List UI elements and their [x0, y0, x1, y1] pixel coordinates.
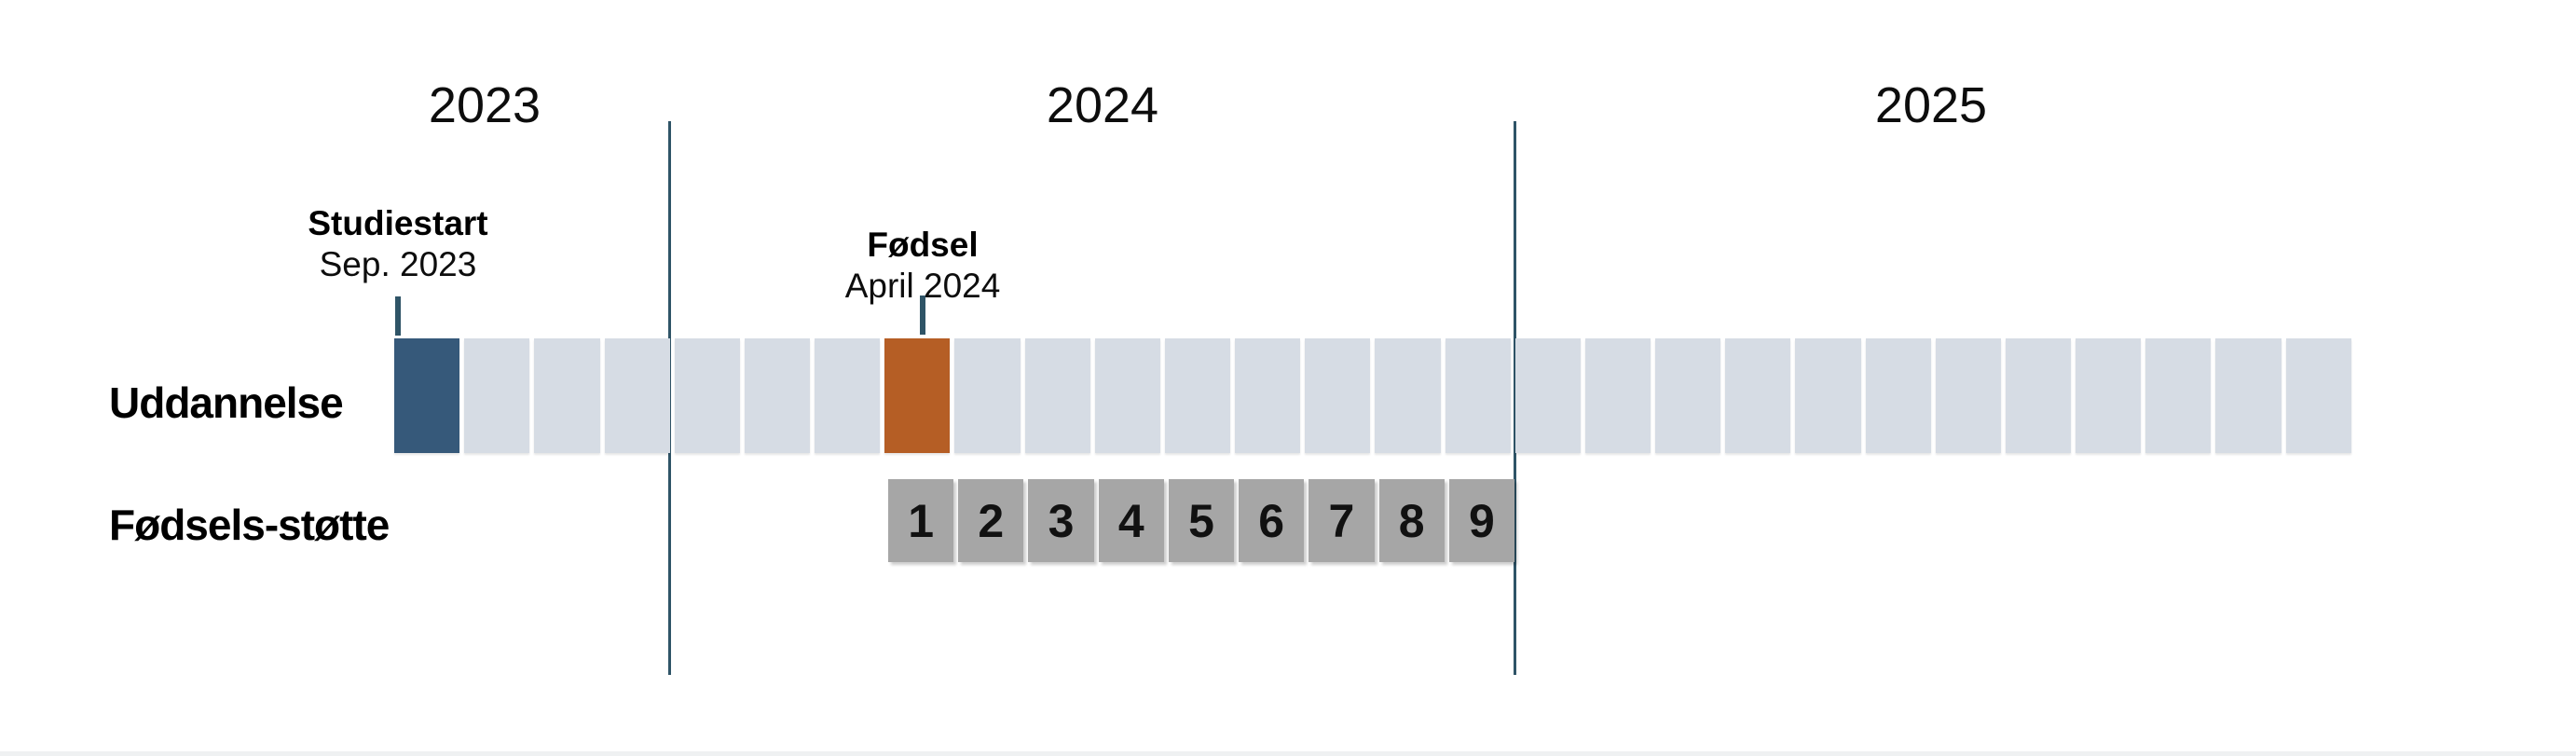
month-cell: [1445, 338, 1511, 453]
month-cell: [1865, 338, 1931, 453]
month-cell-study-start: [394, 338, 460, 453]
year-label-2025: 2025: [1874, 77, 1988, 133]
month-cell: [1164, 338, 1231, 453]
month-cell: [1305, 338, 1371, 453]
support-cell: 3: [1028, 479, 1094, 562]
month-cell: [1584, 338, 1651, 453]
year-label-2023: 2023: [428, 77, 541, 133]
month-cell: [1725, 338, 1791, 453]
month-cell: [2145, 338, 2212, 453]
month-cell: [464, 338, 530, 453]
support-cell: 2: [958, 479, 1024, 562]
support-cell: 6: [1239, 479, 1305, 562]
support-cell: 1: [888, 479, 954, 562]
month-cell: [815, 338, 881, 453]
bottom-edge-strip: [0, 751, 2576, 756]
annotation-studiestart-title: Studiestart: [308, 204, 488, 242]
row-label-foedsels-stoette: Fødsels-støtte: [109, 501, 390, 549]
month-cell: [2005, 338, 2072, 453]
year-divider-line-2024-2025: [1514, 121, 1516, 675]
month-cell: [2285, 338, 2351, 453]
support-cell: 9: [1448, 479, 1514, 562]
month-cell-birth: [884, 338, 951, 453]
month-cell: [1024, 338, 1090, 453]
month-cell: [534, 338, 600, 453]
month-cell: [1094, 338, 1160, 453]
month-cell: [1655, 338, 1721, 453]
year-label-2024: 2024: [1046, 77, 1159, 133]
month-cell: [1375, 338, 1441, 453]
month-cell: [2076, 338, 2142, 453]
month-cell: [1795, 338, 1861, 453]
month-cell: [954, 338, 1021, 453]
annotation-foedsel-title: Fødsel: [867, 226, 979, 264]
annotation-foedsel-tick: [920, 296, 925, 335]
support-cell: 5: [1168, 479, 1235, 562]
month-cell: [2215, 338, 2281, 453]
month-cell: [744, 338, 811, 453]
month-cell: [674, 338, 740, 453]
row-label-uddannelse: Uddannelse: [109, 378, 344, 427]
month-cell: [604, 338, 670, 453]
education-month-row: [394, 338, 2351, 453]
month-cell: [1514, 338, 1581, 453]
annotation-studiestart-tick: [395, 296, 401, 336]
annotation-studiestart: Studiestart Sep. 2023: [308, 203, 487, 286]
support-cell: 4: [1098, 479, 1164, 562]
month-cell: [1935, 338, 2001, 453]
annotation-studiestart-subtitle: Sep. 2023: [319, 245, 477, 284]
support-cell: 7: [1309, 479, 1375, 562]
month-cell: [1235, 338, 1301, 453]
support-cell: 8: [1378, 479, 1445, 562]
